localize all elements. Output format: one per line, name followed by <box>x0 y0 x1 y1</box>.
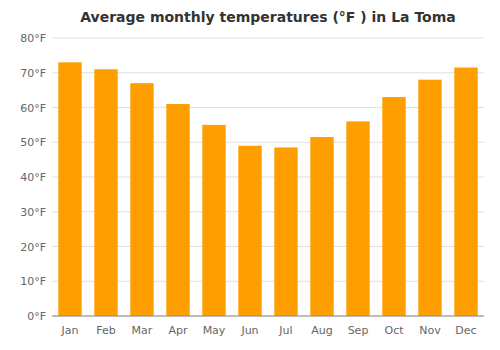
bar <box>130 83 153 316</box>
bar <box>166 104 189 316</box>
grid <box>52 38 484 316</box>
y-tick-label: 60°F <box>20 102 46 115</box>
bar <box>94 69 117 316</box>
bar <box>238 146 261 316</box>
bars <box>58 62 477 316</box>
grid-line <box>52 316 484 317</box>
x-tick-label: May <box>203 324 226 337</box>
x-tick-label: Jan <box>61 324 79 337</box>
chart-svg: Average monthly temperatures (°F ) in La… <box>0 0 500 350</box>
y-tick-label: 30°F <box>20 206 46 219</box>
bar <box>274 147 297 316</box>
x-tick-label: Jun <box>240 324 258 337</box>
bar <box>58 62 81 316</box>
y-tick-label: 10°F <box>20 275 46 288</box>
bar <box>382 97 405 316</box>
chart-container: Average monthly temperatures (°F ) in La… <box>0 0 500 350</box>
chart-title: Average monthly temperatures (°F ) in La… <box>80 9 456 25</box>
x-tick-label: Feb <box>96 324 115 337</box>
bar <box>202 125 225 316</box>
x-tick-label: Dec <box>455 324 476 337</box>
x-tick-label: Jul <box>278 324 292 337</box>
y-tick-label: 0°F <box>27 310 46 323</box>
y-tick-label: 20°F <box>20 241 46 254</box>
bar <box>346 121 369 316</box>
x-tick-label: Oct <box>384 324 404 337</box>
y-tick-label: 50°F <box>20 136 46 149</box>
x-tick-label: Apr <box>168 324 188 337</box>
x-tick-label: Aug <box>311 324 332 337</box>
bar <box>310 137 333 316</box>
y-tick-label: 70°F <box>20 67 46 80</box>
bar <box>418 80 441 316</box>
x-tick-label: Mar <box>132 324 153 337</box>
bar <box>454 68 477 316</box>
x-tick-label: Sep <box>348 324 369 337</box>
y-tick-label: 40°F <box>20 171 46 184</box>
grid-line <box>52 38 484 39</box>
y-tick-label: 80°F <box>20 32 46 45</box>
x-axis-line <box>52 316 484 317</box>
x-tick-label: Nov <box>419 324 441 337</box>
